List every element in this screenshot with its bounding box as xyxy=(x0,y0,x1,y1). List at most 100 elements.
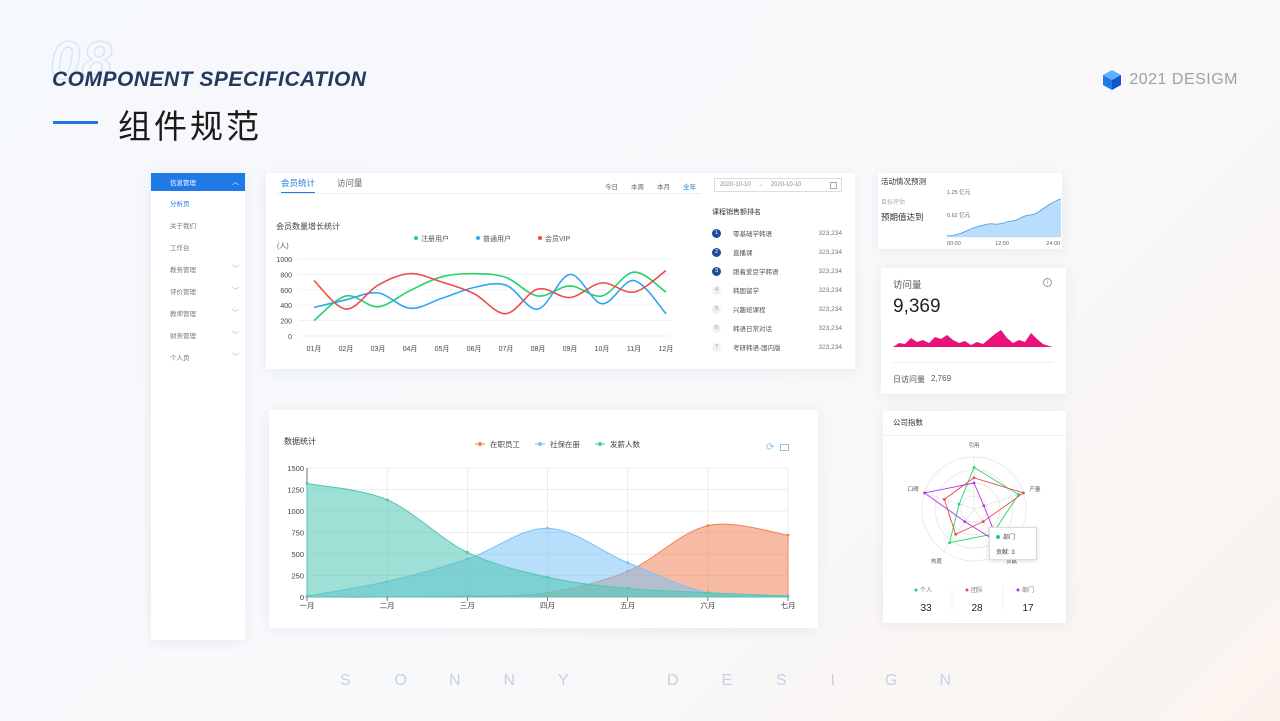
y-tick-label: 200 xyxy=(280,319,292,326)
legend-label: 发薪人数 xyxy=(610,439,640,449)
radar-legend-item[interactable]: 部门 17 xyxy=(1016,586,1035,614)
radar-series xyxy=(923,482,1000,544)
sidebar-item[interactable]: 评价管理 ﹀ xyxy=(151,280,245,302)
x-tick-label: 07月 xyxy=(499,345,514,353)
chevron-down-icon: ﹀ xyxy=(232,288,239,295)
daily-visits-value: 2,769 xyxy=(931,374,952,383)
ranking-title: 课程销售额排名 xyxy=(712,209,761,216)
line-legend-item[interactable]: 注册用户 xyxy=(414,234,449,243)
data-stats-area-chart: 数据统计 在职员工 社保在册 发薪人数 0 250 500 750 1000 1250 1500 一月… xyxy=(284,436,796,610)
radar-point xyxy=(981,520,985,524)
radar-point xyxy=(948,541,951,545)
footer-letter: N xyxy=(503,672,516,689)
area-legend-item[interactable]: 在职员工 xyxy=(475,439,520,449)
sidebar-item[interactable]: 财务管理 ﹀ xyxy=(151,324,245,346)
legend-marker xyxy=(1016,588,1020,592)
save-image-icon[interactable] xyxy=(780,444,789,451)
data-point xyxy=(626,561,630,565)
radar-point xyxy=(942,497,946,501)
activity-label: 预期值达到 xyxy=(881,212,924,222)
x-tick-label: 06月 xyxy=(467,345,482,353)
page-title: 组件规范 xyxy=(118,108,262,145)
ranking-number: 3 xyxy=(712,266,721,276)
ranking-name: 韩语日常对话 xyxy=(733,326,772,333)
period-today[interactable]: 今日 xyxy=(605,184,618,191)
data-point xyxy=(786,533,790,537)
sidebar-item-label: 评价管理 xyxy=(170,289,196,296)
data-point xyxy=(546,526,549,530)
ranking-value: 323,234 xyxy=(818,324,843,332)
tab-member-stats[interactable]: 会员统计 xyxy=(281,177,316,193)
visits-card: 访问量 i 9,369 日访问量 2,769 xyxy=(881,268,1066,394)
ranking-name: 韩国留学 xyxy=(733,288,759,295)
ranking-row[interactable]: 4 韩国留学 323,234 xyxy=(712,284,842,296)
radar-legend-item[interactable]: 团队 28 xyxy=(965,586,984,614)
line-legend-item[interactable]: 普通用户 xyxy=(476,234,511,243)
period-month[interactable]: 本月 xyxy=(657,184,670,191)
radar-point xyxy=(1022,491,1025,495)
radar-series xyxy=(948,466,1020,544)
ranking-row[interactable]: 1 零基础学韩语 323,234 xyxy=(712,227,842,239)
visits-sparkline-area xyxy=(893,330,1053,347)
ranking-row[interactable]: 7 考研韩语-国内版 323,234 xyxy=(712,341,842,353)
activity-title: 活动情况预测 xyxy=(881,177,926,186)
radar-point xyxy=(982,504,986,508)
sidebar-item[interactable]: 分析页 xyxy=(151,192,245,214)
x-tick-label: 01月 xyxy=(307,345,322,353)
y-tick-label: 0 xyxy=(288,334,292,341)
legend-marker xyxy=(538,236,542,240)
legend-value: 33 xyxy=(920,603,932,614)
area-legend-item[interactable]: 发薪人数 xyxy=(595,439,640,449)
ranking-row[interactable]: 2 直播课 323,234 xyxy=(712,246,842,258)
radar-series xyxy=(943,477,1025,535)
sidebar-item[interactable]: 关于我们 xyxy=(151,214,245,236)
radar-title: 公司指数 xyxy=(893,418,923,427)
footer-letter: E xyxy=(721,672,733,689)
sidebar-item[interactable]: 个人页 ﹀ xyxy=(151,346,245,368)
sidebar-item[interactable]: 教师管理 ﹀ xyxy=(151,302,245,324)
sidebar-item[interactable]: 教务管理 ﹀ xyxy=(151,258,245,280)
refresh-icon[interactable]: ⟳ xyxy=(766,442,775,453)
radar-legend-item[interactable]: 个人 33 xyxy=(914,587,933,614)
radar-spoke xyxy=(943,508,975,552)
sidebar-head[interactable]: 信息管理 ︿ xyxy=(151,173,245,191)
y-tick-label: 500 xyxy=(291,550,304,559)
sidebar-item-label: 教师管理 xyxy=(170,311,196,318)
tooltip-title: 部门 xyxy=(1003,535,1016,541)
line-legend-item[interactable]: 会员VIP xyxy=(538,234,571,243)
legend-marker xyxy=(914,588,918,592)
sidebar-item-label: 教务管理 xyxy=(170,267,196,274)
ranking-row[interactable]: 6 韩语日常对话 323,234 xyxy=(712,322,842,334)
y-tick-label: 1000 xyxy=(287,507,304,516)
radar-point xyxy=(972,466,976,469)
data-point xyxy=(706,591,710,595)
sidebar-item[interactable]: 工作台 xyxy=(151,236,245,258)
period-week[interactable]: 本周 xyxy=(631,184,644,191)
footer-letter: N xyxy=(939,672,952,689)
ranking-row[interactable]: 3 跟着爱豆学韩语 323,234 xyxy=(712,265,842,277)
period-filter: 今日 本周 本月 全年 xyxy=(605,181,696,191)
ranking-value: 323,234 xyxy=(818,343,843,351)
date-range-picker[interactable]: 2020-10-10 → 2020-10-10 xyxy=(714,178,842,192)
legend-label: 普通用户 xyxy=(483,234,511,243)
brand: 2021 DESIGM xyxy=(1103,70,1238,90)
stats-tabs: 会员统计 访问量 xyxy=(281,177,363,193)
legend-label: 个人 xyxy=(920,587,932,594)
data-stats-card: 数据统计 在职员工 社保在册 发薪人数 0 250 500 750 1000 1250 1500 一月… xyxy=(269,410,818,628)
period-year[interactable]: 全年 xyxy=(683,184,696,191)
info-icon[interactable]: i xyxy=(1043,278,1052,287)
area-chart-title: 数据统计 xyxy=(284,436,316,446)
ranking-row[interactable]: 5 兴趣班课程 323,234 xyxy=(712,303,842,315)
ranking-number: 1 xyxy=(712,228,721,238)
tab-visits[interactable]: 访问量 xyxy=(337,178,363,188)
activity-subtitle: 目标评估 xyxy=(881,200,906,206)
ranking-value: 323,234 xyxy=(818,267,843,275)
y-tick-label: 0 xyxy=(300,593,304,602)
ranking-name: 零基础学韩语 xyxy=(733,231,772,238)
data-point xyxy=(786,594,790,598)
x-tick-label: 12月 xyxy=(659,345,674,353)
area-legend-item[interactable]: 社保在册 xyxy=(535,439,580,449)
x-tick-label: 五月 xyxy=(620,601,635,610)
line-chart-unit: (人) xyxy=(277,242,289,250)
